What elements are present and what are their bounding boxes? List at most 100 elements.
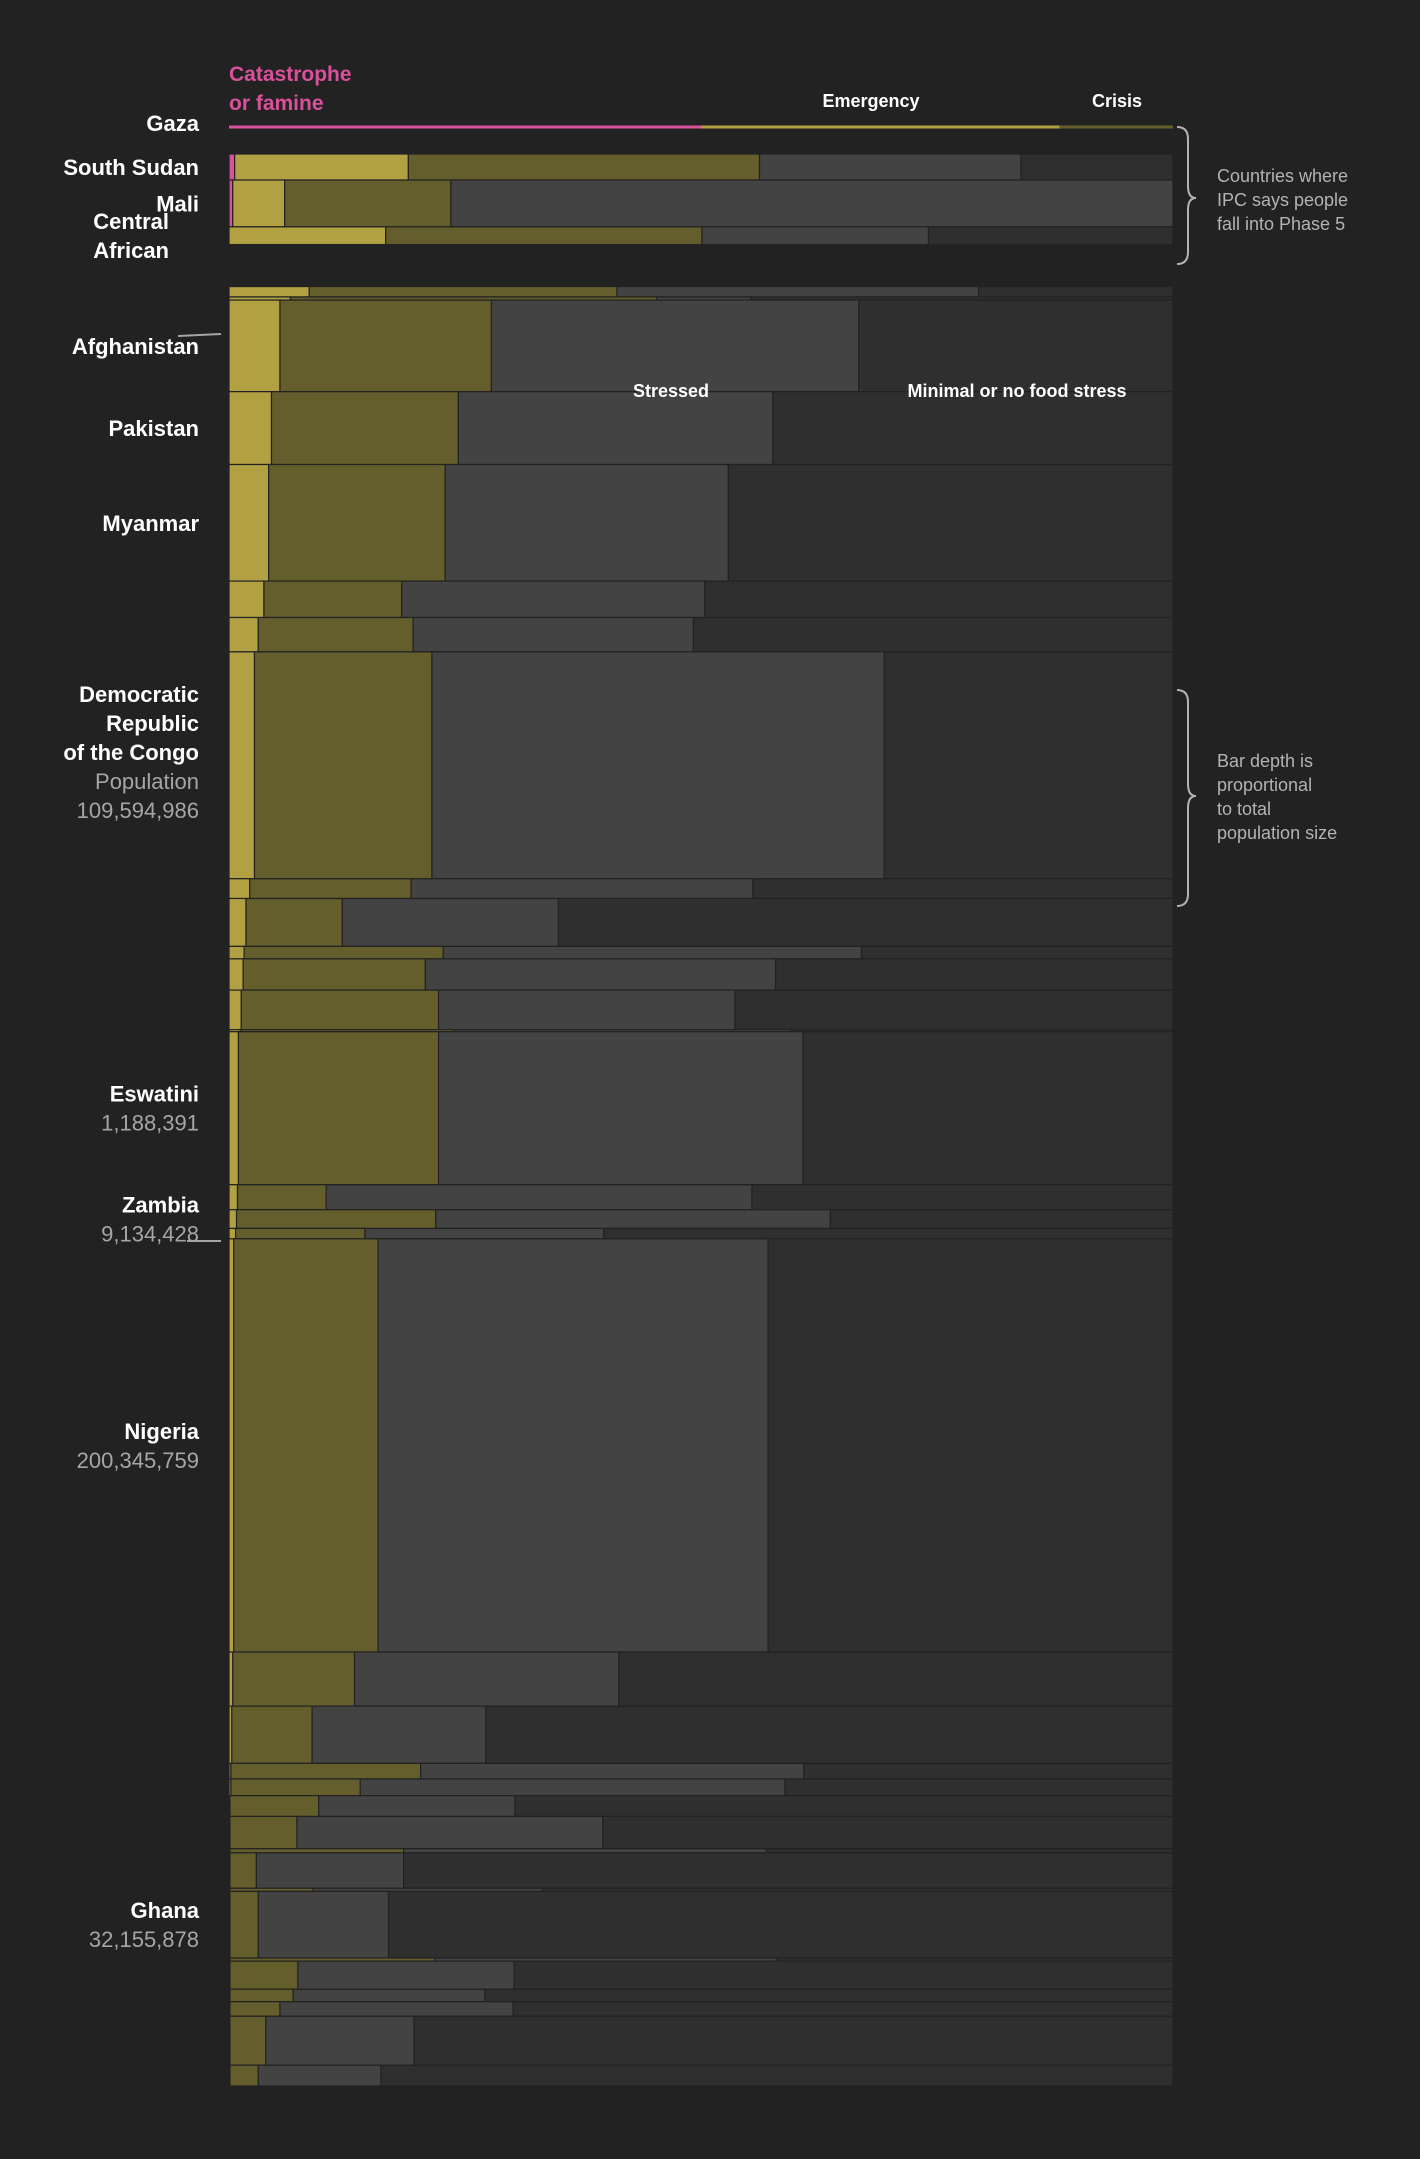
bar-segment-minimal (512, 2001, 1174, 2017)
bar-segment-minimal (765, 1848, 1174, 1854)
bar-segment-minimal (603, 1227, 1174, 1240)
bar-segment-crisis (257, 616, 414, 653)
bar-segment-stressed (401, 580, 706, 619)
label-minimal: Minimal or no food stress (907, 381, 1126, 401)
gaza-segment-emergency (701, 125, 1060, 129)
bar-segment-emergency (234, 153, 409, 181)
bar-segment-crisis (229, 1852, 257, 1889)
bar-segment-crisis (233, 1238, 379, 1653)
bar-segment-crisis (230, 1762, 422, 1780)
bar-segment-emergency (232, 179, 286, 228)
bar-segment-minimal (380, 2064, 1174, 2087)
bar-segment-emergency (228, 226, 387, 246)
bar-segment-stressed (318, 1795, 516, 1818)
bar-segment-crisis (270, 391, 459, 466)
header-emergency: Emergency (822, 91, 919, 111)
bar-segment-minimal (883, 651, 1174, 880)
bar-segment-stressed (431, 651, 885, 880)
bar-segment-minimal (774, 958, 1174, 991)
bar-segment-crisis (237, 1031, 440, 1186)
population-label: 9,134,428 (101, 1222, 199, 1247)
bar-segment-stressed (410, 878, 754, 900)
header-catastrophe-line1: Catastrophe (229, 63, 352, 86)
bar-segment-minimal (860, 945, 1174, 960)
bar-segment-crisis (243, 945, 444, 960)
country-label: Myanmar (102, 511, 199, 536)
bar-segment-emergency (228, 1031, 240, 1186)
bar-segment-stressed (444, 463, 729, 582)
bar-segment-minimal (977, 285, 1174, 298)
bar-segment-crisis (230, 1778, 361, 1797)
bar-segment-minimal (734, 989, 1174, 1031)
inline-phase-labels: Stressed Minimal or no food stress (633, 381, 1127, 401)
country-label: African (93, 238, 169, 263)
bar-segment-minimal (752, 878, 1174, 900)
country-label: Ghana (131, 1898, 200, 1923)
country-label: Democratic (79, 682, 199, 707)
bar-segment-emergency (228, 1184, 239, 1211)
gaza-segment-crisis (1059, 125, 1173, 129)
bar-segment-stressed (341, 897, 560, 947)
bar-segment-minimal (772, 391, 1174, 466)
bar-segment-crisis (229, 2064, 259, 2087)
bar-segment-minimal (484, 1988, 1174, 2003)
bar-segment-crisis (229, 1815, 298, 1850)
bar-segment-minimal (602, 1815, 1174, 1850)
country-label: Gaza (146, 111, 199, 136)
bar-segment-stressed (758, 153, 1022, 181)
bar-segment-crisis (263, 580, 403, 619)
bar-segment-minimal (1020, 153, 1174, 181)
bar-segment-crisis (268, 463, 446, 582)
bar-segment-emergency (228, 1227, 237, 1240)
bar-segment-crisis (229, 1960, 299, 1990)
bar-segment-stressed (412, 616, 695, 653)
bar-segment-crisis (245, 897, 343, 947)
country-label: Pakistan (109, 416, 200, 441)
bar-segment-stressed (257, 1890, 390, 1959)
bar-segment-stressed (450, 179, 1174, 228)
bar-segment-crisis (231, 1705, 313, 1764)
bar-segment-emergency (228, 878, 251, 900)
brace-phase5: Countries where IPC says people fall into … (1176, 126, 1348, 265)
bar-segment-stressed (490, 299, 860, 393)
bar-segment-emergency (228, 391, 273, 466)
country-label: Mali (156, 191, 199, 216)
bar-segment-minimal (767, 1238, 1174, 1653)
bar-segment-crisis (229, 1848, 405, 1854)
bar-segment-stressed (701, 226, 930, 246)
bar-segment-minimal (514, 1795, 1174, 1818)
bar-segment-crisis (229, 1890, 259, 1959)
bar-segment-crisis (253, 651, 433, 880)
bar-segment-minimal (927, 226, 1174, 246)
chart-header: Catastrophe or famine Emergency Crisis (229, 63, 1142, 115)
bar-segment-stressed (257, 2064, 382, 2087)
country-label: Republic (106, 711, 199, 736)
country-label: Zambia (122, 1193, 200, 1218)
country-label: Afghanistan (72, 334, 199, 359)
population-label: 200,345,759 (77, 1448, 199, 1473)
bar-segment-crisis (229, 1795, 320, 1818)
bar-segment-stressed (296, 1815, 604, 1850)
bar-segment-stressed (311, 1705, 487, 1764)
bar-segment-crisis (236, 1184, 327, 1211)
bar-segment-minimal (403, 1852, 1174, 1889)
bar-segment-crisis (229, 1988, 294, 2003)
bar-segment-crisis (308, 285, 618, 298)
bar-segment-stressed (403, 1848, 767, 1854)
bar-segment-emergency (228, 989, 242, 1031)
country-label: Nigeria (124, 1419, 199, 1444)
bar-segment-stressed (279, 2001, 514, 2017)
bar-segment-minimal (802, 1031, 1174, 1186)
bar-segment-stressed (255, 1852, 405, 1889)
bar-segment-minimal (704, 580, 1174, 619)
bar-segment-emergency (228, 580, 265, 619)
bar-segment-emergency (228, 285, 310, 298)
bar-segment-minimal (858, 299, 1174, 393)
bar-segment-minimal (557, 897, 1174, 947)
bar-segment-minimal (413, 2015, 1174, 2066)
bar-segment-stressed (364, 1227, 605, 1240)
bar-segment-stressed (265, 2015, 415, 2066)
